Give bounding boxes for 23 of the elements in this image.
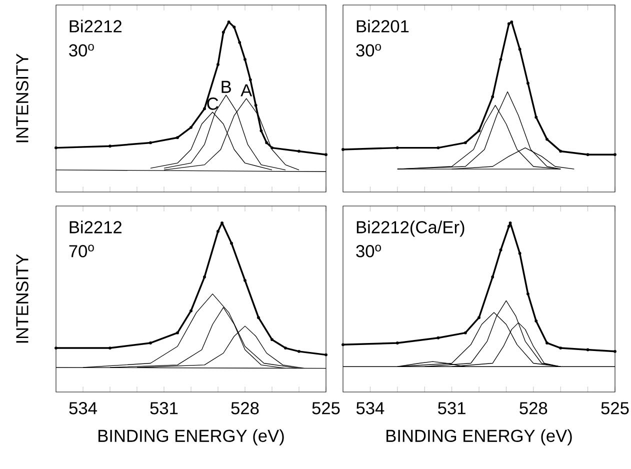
x-tick-label: 534 (69, 402, 97, 414)
x-axis-title: BINDING ENERGY (eV) (98, 429, 284, 446)
annotation: B (222, 80, 231, 93)
x-tick-label: 531 (438, 402, 466, 414)
x-tick-label: 534 (356, 402, 384, 414)
annotation: A (240, 84, 252, 96)
annotation: Bi2212(Ca/Er) (356, 220, 464, 237)
annotation: Bi2201 (356, 20, 409, 32)
x-tick-label: 528 (231, 402, 259, 414)
x-tick-label: 528 (520, 402, 548, 414)
annotation: 70$^{o}$ (69, 244, 94, 258)
annotation: 30$^{o}$ (356, 244, 381, 258)
x-tick-label: 525 (601, 402, 629, 414)
annotation: Bi2212 (70, 20, 122, 32)
x-tick-label: 525 (312, 402, 340, 414)
annotation: 30$^{o}$ (356, 44, 381, 57)
annotation: Bi2212 (70, 220, 122, 234)
y-axis-title: INTENSITY (16, 54, 28, 142)
annotation: 30$^{o}$ (69, 44, 94, 57)
x-tick-label: 531 (150, 402, 178, 414)
annotation: C (207, 98, 218, 110)
y-axis-title: INTENSITY (16, 254, 28, 343)
x-axis-title: BINDING ENERGY (eV) (386, 429, 572, 446)
